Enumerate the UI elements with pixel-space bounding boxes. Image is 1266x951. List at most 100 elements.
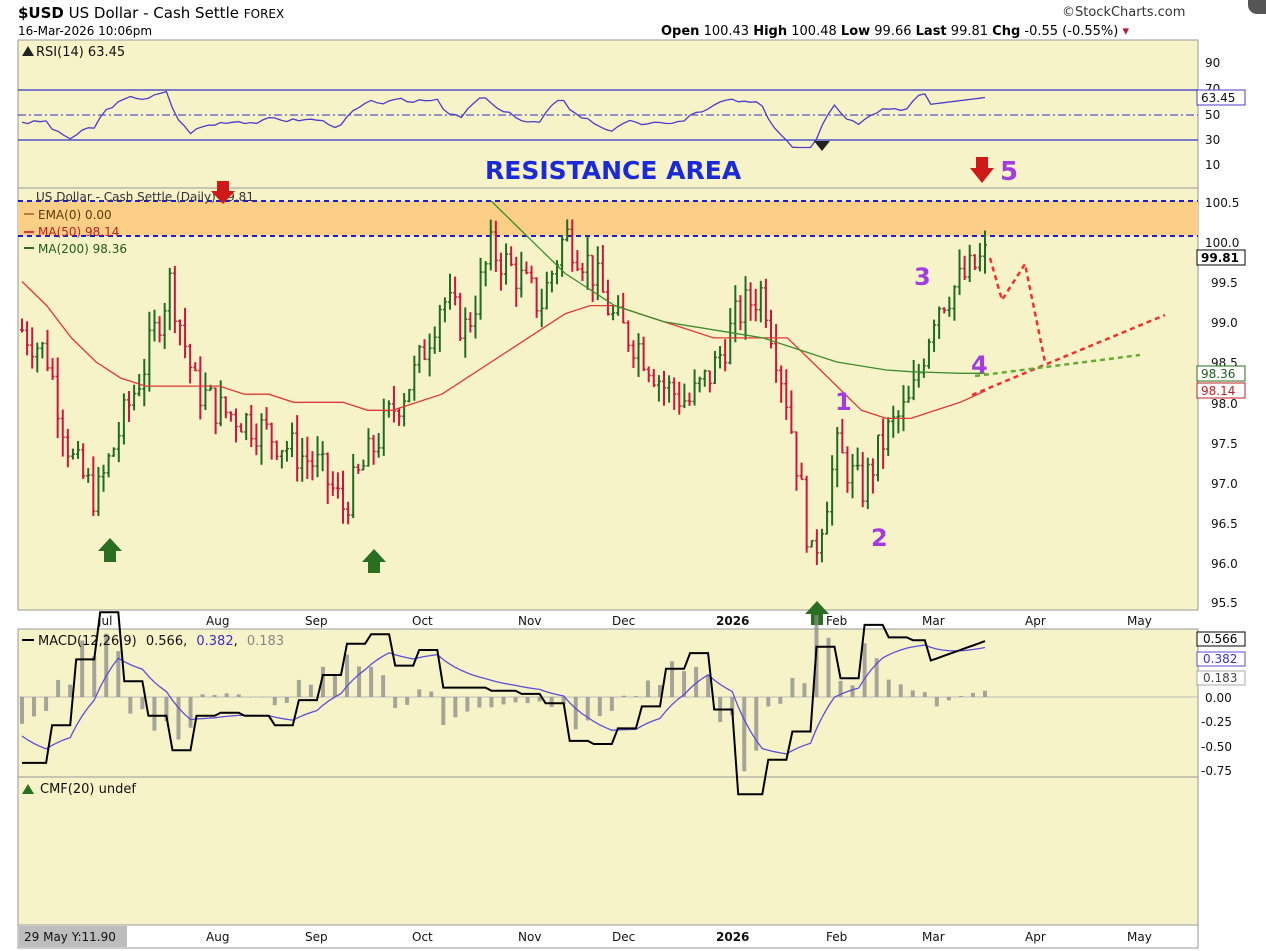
macd-panel (17, 628, 1199, 778)
rsi-tick-90: 90 (1205, 56, 1220, 70)
macd-histogram-bar (140, 697, 145, 710)
arrow-up-icon (362, 549, 386, 573)
last-price-badge-box (1196, 249, 1246, 266)
macd-histogram-bar (682, 671, 687, 697)
resistance-zone (18, 201, 1198, 236)
macd-histogram-bar (670, 661, 675, 697)
macd-legend-sep2: , (234, 634, 238, 649)
macd-histogram-bar (489, 697, 494, 708)
macd-legend-sep1: , (183, 634, 187, 649)
macd-histogram-bar (441, 697, 446, 726)
macd-histogram-bar (152, 697, 157, 731)
price-tick-98.0: 98.0 (1211, 397, 1238, 411)
last-price-badge: 99.81 (1201, 251, 1239, 265)
rsi-legend: RSI(14) 63.45 (36, 45, 125, 60)
open-value: 100.43 (703, 24, 750, 39)
signal-badge: 0.382 (1203, 652, 1237, 666)
bottom-xtick-aug: Aug (206, 930, 229, 944)
macd-histogram-bar (838, 680, 843, 697)
low-value: 99.66 (874, 24, 912, 39)
ma200-badge: 98.36 (1201, 367, 1235, 381)
ema-legend: EMA(0) 0.00 (38, 208, 112, 222)
macd-histogram-bar (694, 666, 699, 697)
macd-histogram-bar (369, 666, 374, 697)
macd-histogram-bar (958, 696, 963, 697)
macd-histogram-bar (742, 697, 747, 772)
price-tick-96.0: 96.0 (1211, 557, 1238, 571)
macd-histogram-bar (176, 697, 181, 740)
macd-histogram-bar (561, 697, 566, 705)
macd-histogram-bar (549, 697, 554, 708)
macd-histogram-bar (573, 697, 578, 730)
last-label: Last (915, 24, 947, 39)
macd-histogram-bar (188, 697, 193, 728)
ma200-badge-box (1196, 365, 1246, 382)
macd-histogram-bar (790, 677, 795, 697)
exchange: FOREX (243, 7, 285, 21)
macd-histogram-bar (128, 697, 133, 714)
macd-histogram-bar (633, 696, 638, 697)
macd-histogram-bar (272, 697, 277, 706)
macd-histogram-bar (609, 697, 614, 711)
macd-histogram-bar (332, 675, 337, 697)
wave-label-1: 1 (835, 388, 852, 416)
high-label: High (753, 24, 788, 39)
rsi-tick-50: 50 (1205, 108, 1220, 122)
macd-histogram-bar (513, 697, 518, 703)
wave-label-4: 4 (971, 351, 988, 379)
macd-histogram-bar (357, 666, 362, 697)
bottom-xtick-nov: Nov (518, 930, 541, 944)
macd-histogram-bar (429, 691, 434, 697)
rsi-value-badge: 63.45 (1201, 91, 1235, 105)
bottom-axis-strip (17, 924, 1199, 949)
projection-layer (971, 257, 1166, 397)
macd-histogram-bar (405, 697, 410, 705)
price-xtick-feb: Feb (826, 614, 847, 628)
arrow-down-icon (211, 181, 235, 204)
price-tick-99.0: 99.0 (1211, 316, 1238, 330)
price-xtick-aug: Aug (206, 614, 229, 628)
signal-legend-value: 0.382 (196, 634, 233, 649)
macd-histogram-bar (345, 654, 350, 697)
price-tick-97.5: 97.5 (1211, 437, 1238, 451)
arrow-up-icon (98, 538, 122, 562)
macd-histogram-bar (32, 697, 37, 717)
price-xtick-mar: Mar (922, 614, 945, 628)
price-layer (20, 200, 987, 566)
macd-histogram-bar (802, 683, 807, 697)
footer-date: 29 May Y:11.90 (24, 930, 116, 944)
bottom-xtick-apr: Apr (1025, 930, 1046, 944)
macd-histogram-bar (766, 697, 771, 707)
ma50-badge-box (1196, 382, 1246, 399)
macd-histogram-bar (296, 679, 301, 697)
rsi-legend-icon (22, 46, 34, 56)
macd-histogram-bar (104, 633, 109, 697)
macd-histogram-bar (56, 679, 61, 697)
macd-histogram-bar (934, 697, 939, 707)
price-legend-main: US Dollar - Cash Settle (Daily) 99.81 (36, 190, 254, 204)
price-xtick-jul: Jul (97, 614, 112, 628)
rsi-low-marker-icon (814, 141, 830, 151)
macd-histogram-bar (236, 694, 241, 697)
price-tick-97.0: 97.0 (1211, 477, 1238, 491)
macd-histogram-bar (501, 697, 506, 705)
macd-badge-box (1196, 631, 1246, 647)
rsi-line (21, 90, 986, 149)
macd-histogram-bar (706, 675, 711, 697)
bottom-xtick-oct: Oct (412, 930, 433, 944)
rsi-panel (17, 39, 1199, 189)
price-tick-96.5: 96.5 (1211, 517, 1238, 531)
signal-badge-box (1196, 651, 1246, 667)
macd-histogram-bar (284, 697, 289, 703)
price-xtick-dec: Dec (612, 614, 635, 628)
macd-histogram-bar (730, 697, 735, 716)
hist-badge-box (1196, 670, 1246, 686)
chg-arrow-icon: ▾ (1122, 24, 1129, 39)
open-label: Open (661, 24, 700, 39)
macd-histogram-bar (164, 697, 169, 722)
price-xtick-2026: 2026 (716, 614, 749, 628)
macd-histogram-bar (898, 684, 903, 697)
corner-icon (1248, 0, 1266, 14)
symbol: $USD (18, 4, 64, 22)
